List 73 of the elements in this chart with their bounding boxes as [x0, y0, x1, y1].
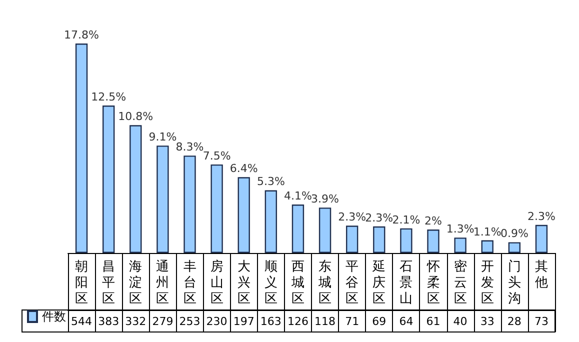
data-label: 279 [152, 315, 174, 328]
annotation: 0.9% [500, 227, 528, 240]
data-label: 332 [125, 315, 146, 328]
bar [156, 146, 169, 253]
x-tick-label: 怀柔区 [426, 260, 440, 306]
data-label: 230 [206, 315, 228, 328]
data-label: 163 [260, 315, 282, 328]
bar [102, 106, 115, 253]
annotation: 12.5% [91, 90, 126, 104]
x-tick-label: 平谷区 [346, 260, 359, 306]
annotation: 5.3% [256, 175, 285, 188]
x-tick-label: 延庆区 [372, 260, 386, 306]
x-tick-label: 昌平区 [102, 260, 116, 306]
bar [535, 224, 548, 253]
annotation: 3.9% [311, 192, 340, 206]
data-label: 69 [372, 315, 386, 328]
bar [427, 230, 440, 253]
annotation: 1.1% [473, 225, 502, 238]
x-tick-label: 通州区 [156, 260, 170, 306]
legend-label: 件数 [42, 310, 66, 324]
data-label: 28 [507, 315, 522, 328]
x-tick-label: 顺义区 [264, 260, 278, 306]
data-label: 383 [98, 315, 120, 328]
bar [346, 226, 358, 253]
annotation: 1.3% [446, 222, 474, 236]
data-label: 118 [314, 315, 336, 328]
bar [210, 164, 223, 253]
annotation: 2% [424, 214, 442, 228]
x-tick-label: 房山区 [210, 258, 224, 306]
x-tick-label: 海淀区 [129, 260, 142, 306]
bar [264, 190, 278, 253]
annotation: 2.3% [527, 210, 556, 223]
bar [481, 240, 494, 253]
annotation: 8.3% [176, 140, 204, 154]
bar [508, 242, 521, 253]
annotation: 9.1% [148, 130, 177, 144]
data-label: 73 [534, 315, 548, 328]
x-tick-label: 西城区 [290, 260, 304, 306]
x-tick-label: 门头沟 [508, 258, 521, 306]
x-tick-label: 丰台区 [183, 260, 196, 306]
data-label: 71 [345, 315, 360, 328]
bar [318, 208, 332, 253]
annotation: 2.3% [365, 211, 394, 224]
x-tick-label: 东城区 [318, 260, 332, 306]
data-label: 197 [233, 315, 254, 328]
annotation: 4.1% [284, 189, 312, 202]
bar [75, 44, 88, 253]
data-label: 64 [399, 315, 414, 328]
x-tick-label: 石景山 [400, 260, 413, 306]
data-label: 544 [71, 315, 92, 328]
annotation: 10.8% [118, 110, 154, 124]
annotation: 6.4% [230, 162, 258, 176]
x-tick-label: 大兴区 [237, 260, 250, 306]
annotation: 17.8% [64, 28, 100, 42]
annotation: 2.3% [338, 210, 366, 224]
data-label: 253 [179, 315, 200, 328]
bar [454, 238, 466, 253]
x-tick-label: 其他 [534, 260, 548, 290]
annotation: 7.5% [202, 149, 231, 162]
x-tick-label: 开发区 [480, 260, 494, 306]
annotation: 2.1% [392, 213, 420, 226]
data-label: 40 [453, 315, 468, 328]
data-label: 61 [426, 315, 440, 328]
bar [373, 226, 386, 253]
bar [184, 156, 196, 253]
x-tick-label: 密云区 [454, 260, 467, 306]
bar [400, 228, 412, 253]
bar [130, 125, 142, 253]
bar [238, 177, 250, 253]
x-tick-label: 朝阳区 [75, 260, 88, 306]
data-label: 126 [287, 315, 308, 328]
bar [292, 204, 304, 253]
data-label: 33 [480, 315, 494, 328]
